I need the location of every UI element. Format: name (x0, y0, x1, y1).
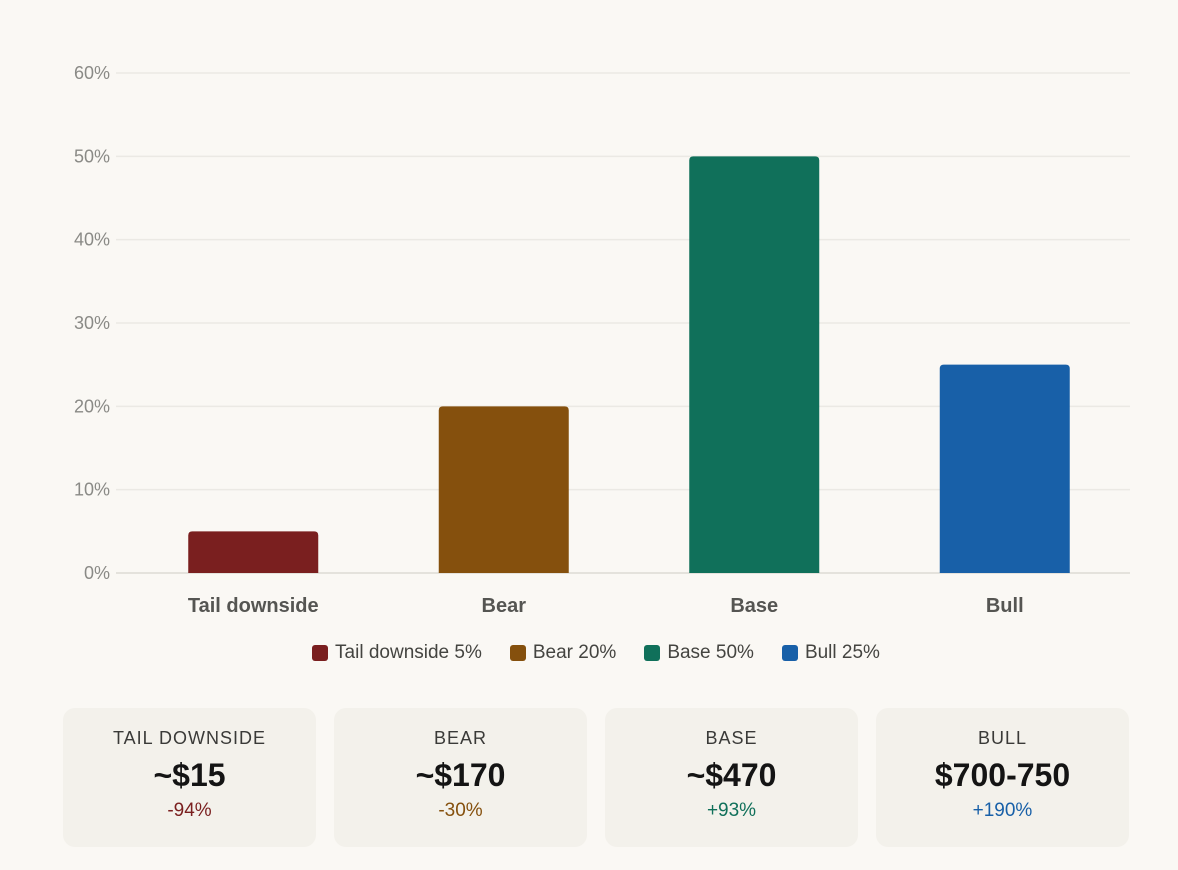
x-tick-label: Bear (482, 595, 527, 617)
scenario-cards: TAIL DOWNSIDE ~$15 -94% BEAR ~$170 -30% … (63, 708, 1129, 847)
bar-chart: 0% 10% 20% 30% 40% 50% 60% Tail downside Bear Ba… (74, 63, 1130, 617)
y-tick-label: 20% (74, 396, 110, 416)
x-tick-label: Bull (986, 595, 1024, 617)
legend-item-bull[interactable]: Bull 25% (781, 642, 880, 664)
card-title: TAIL DOWNSIDE (112, 728, 266, 748)
legend-label: Bear 20% (532, 642, 617, 663)
legend-label: Bull 25% (804, 642, 880, 663)
legend-item-bear[interactable]: Bear 20% (509, 642, 617, 664)
bar-tail-downside[interactable] (188, 531, 319, 573)
bar-base[interactable] (689, 156, 820, 574)
bar-bear[interactable] (438, 406, 569, 573)
gridlines (116, 72, 1130, 574)
card-change: +93% (706, 800, 757, 821)
scenario-card-tail-downside: TAIL DOWNSIDE ~$15 -94% (63, 708, 316, 847)
scenario-card-bear: BEAR ~$170 -30% (334, 708, 587, 847)
scenario-card-base: BASE ~$470 +93% (605, 708, 858, 847)
y-tick-label: 60% (74, 63, 110, 83)
y-axis-ticks: 0% 10% 20% 30% 40% 50% 60% (74, 63, 110, 583)
card-change: -94% (167, 800, 212, 821)
y-tick-label: 30% (74, 313, 110, 333)
card-title: BEAR (433, 728, 488, 748)
y-tick-label: 0% (84, 563, 110, 583)
legend-item-tail-downside[interactable]: Tail downside 5% (312, 642, 482, 664)
scenario-card-bull: BULL $700-750 +190% (876, 708, 1129, 847)
legend-swatch (509, 645, 526, 661)
y-tick-label: 50% (74, 146, 110, 166)
card-price: ~$470 (686, 757, 777, 793)
card-price: ~$15 (153, 757, 226, 793)
card-title: BULL (977, 728, 1028, 748)
y-tick-label: 40% (74, 230, 110, 250)
x-axis-labels: Tail downside Bear Base Bull (188, 595, 1024, 617)
legend-swatch (781, 645, 798, 661)
legend: Tail downside 5% Bear 20% Base 50% Bull … (0, 642, 1178, 664)
legend-label: Tail downside 5% (335, 642, 482, 663)
card-price: ~$170 (415, 757, 506, 793)
x-tick-label: Base (730, 595, 778, 617)
y-tick-label: 10% (74, 480, 110, 500)
x-tick-label: Tail downside (188, 595, 319, 617)
bar-bull[interactable] (939, 364, 1070, 573)
card-change: +190% (972, 800, 1033, 821)
legend-item-base[interactable]: Base 50% (644, 642, 754, 664)
bars (188, 156, 1070, 574)
legend-swatch (312, 645, 329, 661)
legend-swatch (644, 645, 661, 661)
legend-label: Base 50% (667, 642, 754, 663)
card-price: $700-750 (934, 757, 1071, 793)
card-title: BASE (705, 728, 758, 748)
card-change: -30% (438, 800, 483, 821)
